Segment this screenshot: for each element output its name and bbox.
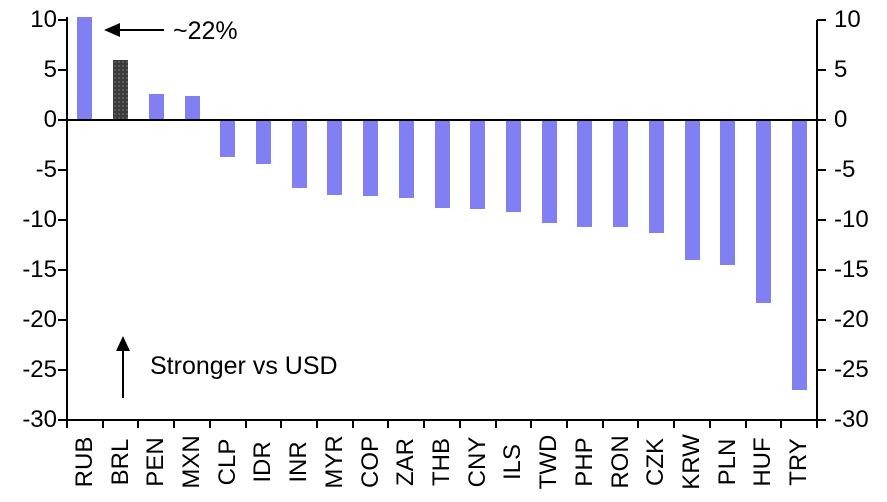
xtick-7 xyxy=(316,421,318,428)
ytick-right-0 xyxy=(817,119,826,121)
ytick-label-right-5: 5 xyxy=(834,56,848,83)
ytick-right-10 xyxy=(817,19,826,21)
ytick-left--5 xyxy=(58,169,67,171)
ytick-left--20 xyxy=(58,319,67,321)
ytick-right-5 xyxy=(817,69,826,71)
xtick-12 xyxy=(494,421,497,428)
xtick-16 xyxy=(637,421,640,428)
xtick-17 xyxy=(673,421,676,428)
ytick-label-left-0: 0 xyxy=(43,106,57,133)
ytick-label-right--5: -5 xyxy=(834,156,856,183)
xtick-19 xyxy=(744,421,747,428)
xtick-4 xyxy=(208,421,211,428)
bar-myr xyxy=(327,120,343,195)
bar-inr xyxy=(291,120,307,188)
bar-ils xyxy=(505,120,521,212)
left-arrow-icon xyxy=(104,23,120,37)
bar-pln xyxy=(720,120,736,265)
bar-cny xyxy=(470,120,486,209)
ytick-left--15 xyxy=(58,269,67,271)
ytick-left--30 xyxy=(58,419,67,421)
rub-value-annotation: ~22% xyxy=(173,17,238,45)
bar-czk xyxy=(648,120,664,233)
xtick-10 xyxy=(423,421,426,428)
up-arrow-shaft xyxy=(122,348,124,398)
xtick-18 xyxy=(708,421,711,428)
bar-krw xyxy=(684,120,700,260)
ytick-label-left-10: 10 xyxy=(30,6,57,33)
xtick-6 xyxy=(280,421,283,428)
bar-huf xyxy=(755,120,771,303)
left-arrow-shaft xyxy=(117,29,164,31)
ytick-label-right--15: -15 xyxy=(834,256,869,283)
bar-thb xyxy=(434,120,450,208)
ytick-label-left--25: -25 xyxy=(22,356,57,383)
xtick-13 xyxy=(530,421,533,428)
xtick-14 xyxy=(566,421,568,428)
ytick-label-right--25: -25 xyxy=(834,356,869,383)
ytick-label-left--30: -30 xyxy=(22,406,57,433)
ytick-left-0 xyxy=(58,119,67,121)
ytick-label-right-0: 0 xyxy=(834,106,848,133)
x-axis xyxy=(66,419,818,421)
bar-idr xyxy=(255,120,271,164)
xtick-1 xyxy=(101,421,104,428)
ytick-label-left--5: -5 xyxy=(35,156,57,183)
ytick-label-right--20: -20 xyxy=(834,306,869,333)
xtick-21 xyxy=(816,421,818,428)
ytick-label-right-10: 10 xyxy=(834,6,861,33)
xtick-3 xyxy=(173,421,176,428)
category-label-try: TRY xyxy=(785,438,813,486)
xtick-2 xyxy=(137,421,140,428)
ytick-left--25 xyxy=(58,369,67,371)
ytick-left--10 xyxy=(58,219,67,221)
bar-pen xyxy=(148,94,164,120)
ytick-right--5 xyxy=(817,169,826,171)
ytick-label-left-5: 5 xyxy=(43,56,57,83)
ytick-label-left--10: -10 xyxy=(22,206,57,233)
ytick-right--10 xyxy=(817,219,826,221)
ytick-right--15 xyxy=(817,269,826,271)
xtick-0 xyxy=(66,421,68,428)
bar-clp xyxy=(220,120,236,157)
xtick-20 xyxy=(780,421,783,428)
xtick-8 xyxy=(351,421,354,428)
bar-try xyxy=(791,120,807,390)
bar-brl xyxy=(113,60,129,120)
y-axis-left xyxy=(66,17,68,421)
y-axis-right xyxy=(816,20,818,423)
ytick-label-left--20: -20 xyxy=(22,306,57,333)
xtick-9 xyxy=(387,421,390,428)
bar-ron xyxy=(613,120,629,227)
ytick-label-right--30: -30 xyxy=(834,406,869,433)
ytick-label-left--15: -15 xyxy=(22,256,57,283)
ytick-right--20 xyxy=(817,319,826,321)
xtick-5 xyxy=(244,421,247,428)
bar-mxn xyxy=(184,96,200,120)
bar-rub xyxy=(77,17,93,120)
ytick-left-5 xyxy=(58,69,67,71)
xtick-11 xyxy=(458,421,461,428)
ytick-label-right--10: -10 xyxy=(834,206,869,233)
xtick-15 xyxy=(601,421,604,428)
zero-line xyxy=(67,119,817,121)
ytick-right--30 xyxy=(817,419,826,421)
bar-php xyxy=(577,120,593,227)
up-arrow-icon xyxy=(116,336,130,351)
bar-twd xyxy=(541,120,557,223)
stronger-vs-usd-annotation: Stronger vs USD xyxy=(150,352,338,380)
bar-zar xyxy=(398,120,414,198)
ytick-right--25 xyxy=(817,369,826,371)
bar-cop xyxy=(363,120,379,196)
ytick-left-10 xyxy=(58,19,67,21)
